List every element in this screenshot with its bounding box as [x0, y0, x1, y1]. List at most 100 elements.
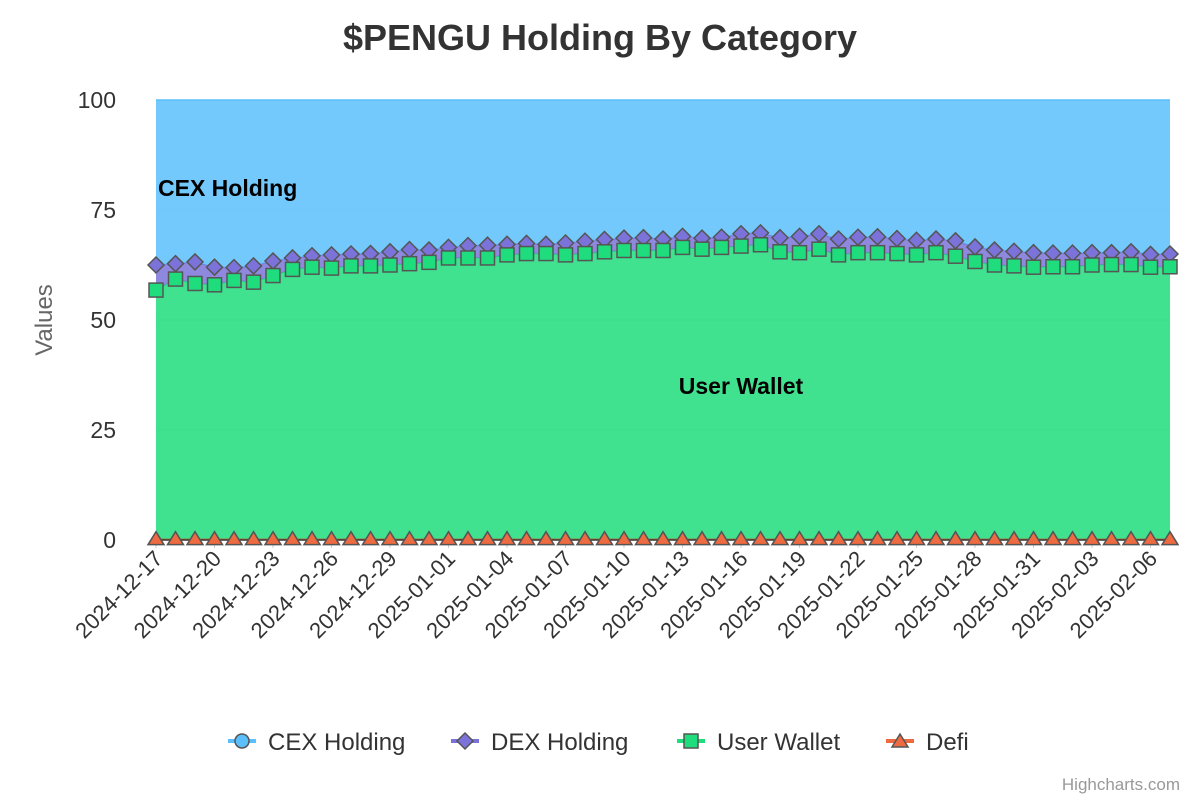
point-defi[interactable] [829, 530, 848, 546]
point-defi[interactable] [1102, 530, 1121, 546]
point-user-wallet[interactable] [752, 237, 769, 253]
point-user-wallet[interactable] [1045, 259, 1061, 275]
point-user-wallet[interactable] [1123, 256, 1139, 273]
point-defi[interactable] [478, 530, 497, 546]
point-user-wallet[interactable] [986, 257, 1003, 273]
point-defi[interactable] [770, 530, 790, 546]
point-defi[interactable] [809, 530, 829, 546]
point-defi[interactable] [575, 530, 595, 546]
point-defi[interactable] [361, 530, 380, 546]
point-defi[interactable] [458, 530, 478, 546]
point-defi[interactable] [185, 530, 205, 546]
point-dex-holding[interactable] [829, 229, 848, 249]
point-defi[interactable] [907, 530, 926, 546]
point-user-wallet[interactable] [557, 247, 574, 263]
point-user-wallet[interactable] [499, 247, 515, 263]
point-user-wallet[interactable] [245, 274, 262, 290]
point-defi[interactable] [946, 530, 965, 546]
point-defi[interactable] [556, 530, 575, 546]
point-defi[interactable] [146, 530, 166, 546]
legend-marker-cex-holding[interactable] [234, 733, 250, 749]
point-user-wallet[interactable] [323, 260, 340, 276]
area-cex-holding[interactable] [156, 100, 1170, 268]
point-user-wallet[interactable] [206, 277, 223, 293]
point-user-wallet[interactable] [674, 239, 691, 256]
point-user-wallet[interactable] [265, 267, 281, 284]
point-defi[interactable] [1121, 530, 1141, 546]
point-defi[interactable] [692, 530, 712, 546]
point-user-wallet[interactable] [1162, 259, 1178, 275]
point-user-wallet[interactable] [148, 282, 164, 298]
legend-label-cex-holding[interactable]: CEX Holding [268, 729, 405, 756]
point-user-wallet[interactable] [538, 245, 554, 262]
point-user-wallet[interactable] [713, 239, 730, 256]
point-defi[interactable] [419, 530, 439, 546]
point-defi[interactable] [712, 530, 731, 546]
point-user-wallet[interactable] [401, 255, 418, 272]
point-defi[interactable] [848, 530, 868, 546]
point-defi[interactable] [653, 530, 673, 546]
point-defi[interactable] [985, 530, 1004, 546]
legend-item-defi[interactable]: Defi [886, 729, 969, 756]
point-user-wallet[interactable] [889, 245, 905, 262]
point-defi[interactable] [1043, 530, 1063, 546]
point-user-wallet[interactable] [167, 271, 184, 287]
point-defi[interactable] [1024, 530, 1043, 546]
point-defi[interactable] [751, 530, 770, 546]
point-defi[interactable] [731, 530, 751, 546]
point-defi[interactable] [517, 530, 536, 546]
point-defi[interactable] [887, 530, 907, 546]
point-defi[interactable] [341, 530, 361, 546]
point-defi[interactable] [1063, 530, 1082, 546]
point-dex-holding[interactable] [868, 227, 887, 246]
credits-link[interactable]: Highcharts.com [1062, 775, 1180, 794]
point-user-wallet[interactable] [362, 258, 379, 274]
point-defi[interactable] [263, 530, 283, 546]
point-defi[interactable] [283, 530, 302, 546]
legend-item-user-wallet[interactable]: User Wallet [677, 729, 840, 756]
point-user-wallet[interactable] [577, 245, 593, 262]
point-user-wallet[interactable] [791, 244, 808, 261]
legend-marker-defi[interactable] [890, 732, 910, 748]
point-defi[interactable] [205, 530, 224, 546]
point-dex-holding[interactable] [146, 255, 166, 275]
point-user-wallet[interactable] [187, 275, 203, 292]
legend-marker-user-wallet[interactable] [683, 733, 699, 749]
point-defi[interactable] [1141, 530, 1160, 546]
point-user-wallet[interactable] [304, 259, 320, 275]
point-dex-holding[interactable] [790, 227, 809, 246]
point-user-wallet[interactable] [1006, 258, 1022, 274]
point-user-wallet[interactable] [869, 244, 886, 261]
point-defi[interactable] [497, 530, 517, 546]
point-user-wallet[interactable] [518, 245, 535, 262]
point-defi[interactable] [1160, 530, 1180, 546]
legend-item-dex-holding[interactable]: DEX Holding [451, 729, 628, 756]
point-user-wallet[interactable] [655, 242, 671, 259]
point-user-wallet[interactable] [1064, 259, 1081, 275]
point-user-wallet[interactable] [226, 272, 242, 289]
point-user-wallet[interactable] [967, 253, 983, 270]
point-defi[interactable] [1082, 530, 1102, 546]
point-defi[interactable] [614, 530, 634, 546]
point-defi[interactable] [790, 530, 809, 546]
point-defi[interactable] [380, 530, 400, 546]
point-user-wallet[interactable] [596, 244, 613, 260]
area-user-wallet[interactable] [156, 244, 1170, 539]
point-dex-holding[interactable] [244, 256, 263, 275]
point-user-wallet[interactable] [928, 244, 944, 261]
point-user-wallet[interactable] [772, 244, 788, 260]
point-defi[interactable] [634, 530, 653, 546]
point-user-wallet[interactable] [1142, 259, 1159, 275]
point-user-wallet[interactable] [908, 247, 925, 263]
point-user-wallet[interactable] [382, 257, 398, 273]
point-user-wallet[interactable] [421, 254, 437, 271]
point-defi[interactable] [439, 530, 458, 546]
point-user-wallet[interactable] [1025, 259, 1042, 275]
point-user-wallet[interactable] [479, 250, 496, 266]
point-user-wallet[interactable] [811, 241, 827, 257]
point-user-wallet[interactable] [284, 261, 301, 278]
point-user-wallet[interactable] [460, 250, 476, 266]
point-defi[interactable] [868, 530, 887, 546]
point-defi[interactable] [1004, 530, 1024, 546]
legend-item-cex-holding[interactable]: CEX Holding [228, 729, 405, 756]
